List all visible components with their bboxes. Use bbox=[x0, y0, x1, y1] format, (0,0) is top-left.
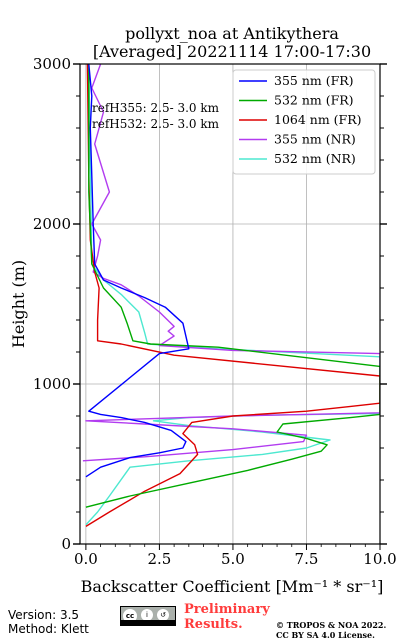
x-tick-label: 2.5 bbox=[147, 550, 171, 568]
legend-entry: 532 nm (FR) bbox=[274, 93, 354, 108]
legend-entry: 532 nm (NR) bbox=[274, 151, 356, 166]
legend-box bbox=[232, 69, 376, 175]
preliminary-line1: Preliminary bbox=[184, 602, 270, 617]
ref-height-355: refH355: 2.5- 3.0 km bbox=[92, 101, 220, 115]
version-text: Version: 3.5 bbox=[8, 608, 80, 622]
x-tick-label: 10.0 bbox=[363, 550, 396, 568]
legend-entry: 355 nm (NR) bbox=[274, 132, 356, 147]
copyright-notice: © TROPOS & NOA 2022. CC BY SA 4.0 Licens… bbox=[276, 620, 386, 640]
chart-title-line1: pollyxt_noa at Antikythera bbox=[125, 24, 339, 43]
cc-icon: cc bbox=[123, 609, 137, 623]
x-tick-label: 7.5 bbox=[295, 550, 319, 568]
x-tick-label: 5.0 bbox=[221, 550, 245, 568]
x-tick-labels: 0.0 2.5 5.0 7.5 10.0 bbox=[74, 550, 397, 568]
plot-frame bbox=[79, 63, 381, 545]
y-tick-labels: 0 1000 2000 3000 bbox=[33, 55, 71, 553]
copyright-line1: © TROPOS & NOA 2022. bbox=[276, 620, 387, 630]
y-tick-label: 0 bbox=[61, 535, 71, 553]
preliminary-results-label: Preliminary Results. bbox=[184, 602, 270, 632]
method-text: Method: Klett bbox=[8, 622, 89, 636]
series-line-355-nm-fr- bbox=[85, 64, 190, 478]
legend: 355 nm (FR) 532 nm (FR) 1064 nm (FR) 355 nm… bbox=[232, 69, 376, 175]
legend-entry: 355 nm (FR) bbox=[274, 73, 354, 88]
y-tick-label: 2000 bbox=[33, 215, 71, 233]
x-tick-label: 0.0 bbox=[74, 550, 98, 568]
series-line-532-nm-fr- bbox=[85, 64, 380, 508]
copyright-line2: CC BY SA 4.0 License. bbox=[276, 630, 375, 640]
y-axis-label: Height (m) bbox=[9, 260, 28, 348]
y-tick-label: 3000 bbox=[33, 55, 71, 73]
by-icon: i bbox=[141, 609, 153, 621]
series-line-355-nm-nr- bbox=[82, 64, 380, 462]
chart-title-line2: [Averaged] 20221114 17:00-17:30 bbox=[93, 42, 371, 61]
legend-entry: 1064 nm (FR) bbox=[274, 112, 362, 127]
sa-icon: ↺ bbox=[157, 609, 169, 621]
y-tick-label: 1000 bbox=[33, 375, 71, 393]
x-axis-label: Backscatter Coefficient [Mm⁻¹ * sr⁻¹] bbox=[81, 577, 384, 596]
ref-height-532: refH532: 2.5- 3.0 km bbox=[92, 117, 220, 131]
backscatter-chart: pollyxt_noa at Antikythera [Averaged] 20… bbox=[9, 24, 397, 596]
cc-license-logo: cc i ↺ bbox=[120, 606, 176, 626]
preliminary-line2: Results. bbox=[184, 617, 243, 632]
cc-strip bbox=[121, 620, 175, 625]
series-line-1064-nm-fr- bbox=[85, 64, 380, 527]
axis-ticks bbox=[73, 63, 387, 550]
plot-area bbox=[82, 64, 380, 527]
